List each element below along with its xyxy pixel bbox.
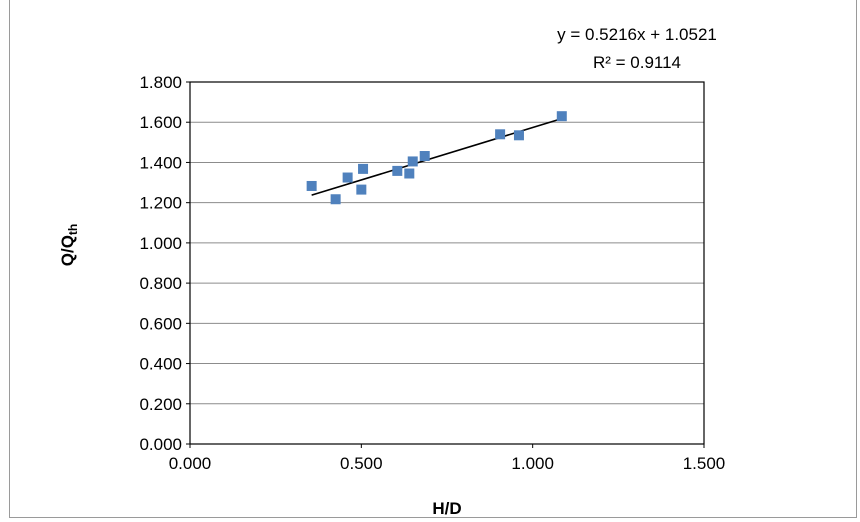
data-point bbox=[404, 168, 415, 179]
data-point bbox=[306, 180, 317, 191]
data-point bbox=[556, 111, 567, 122]
chart-frame bbox=[9, 0, 857, 518]
data-point bbox=[392, 165, 403, 176]
data-point bbox=[407, 156, 418, 167]
grid-lines bbox=[190, 81, 704, 445]
data-points bbox=[306, 111, 567, 205]
y-tick-label: 0.200 bbox=[139, 395, 182, 414]
x-tick-label: 0.500 bbox=[340, 454, 383, 473]
y-tick-label: 1.000 bbox=[139, 234, 182, 253]
y-tick-label: 1.600 bbox=[139, 113, 182, 132]
y-tick-label: 0.400 bbox=[139, 355, 182, 374]
y-tick-label: 1.400 bbox=[139, 153, 182, 172]
data-point bbox=[356, 184, 367, 195]
trendline-equation: y = 0.5216x + 1.0521 bbox=[557, 25, 717, 44]
x-tick-label: 1.000 bbox=[511, 454, 554, 473]
data-point bbox=[495, 129, 506, 140]
plot-area bbox=[189, 81, 705, 445]
r-squared-label: R² = 0.9114 bbox=[593, 53, 681, 72]
x-tick-label: 0.000 bbox=[169, 454, 212, 473]
y-tick-label: 1.200 bbox=[139, 194, 182, 213]
x-tick-label: 1.500 bbox=[683, 454, 726, 473]
y-tick-labels: 0.000 0.200 0.400 0.600 0.800 1.000 1.200 1.400… bbox=[139, 73, 190, 454]
y-axis-title-main: Q/Q bbox=[58, 235, 77, 266]
data-point bbox=[358, 163, 369, 174]
y-axis-title: Q/Qth bbox=[58, 224, 80, 267]
data-point bbox=[513, 130, 524, 141]
trendline bbox=[311, 117, 563, 196]
y-axis-title-subscript: th bbox=[66, 224, 80, 235]
y-tick-label: 0.800 bbox=[139, 274, 182, 293]
x-axis-title: H/D bbox=[432, 499, 461, 518]
data-point bbox=[342, 172, 353, 183]
data-point bbox=[419, 151, 430, 162]
y-tick-label: 0.000 bbox=[139, 435, 182, 454]
data-point bbox=[330, 194, 341, 205]
x-tick-labels: 0.000 0.500 1.000 1.500 bbox=[169, 444, 726, 473]
y-tick-label: 1.800 bbox=[139, 73, 182, 92]
y-tick-label: 0.600 bbox=[139, 314, 182, 333]
